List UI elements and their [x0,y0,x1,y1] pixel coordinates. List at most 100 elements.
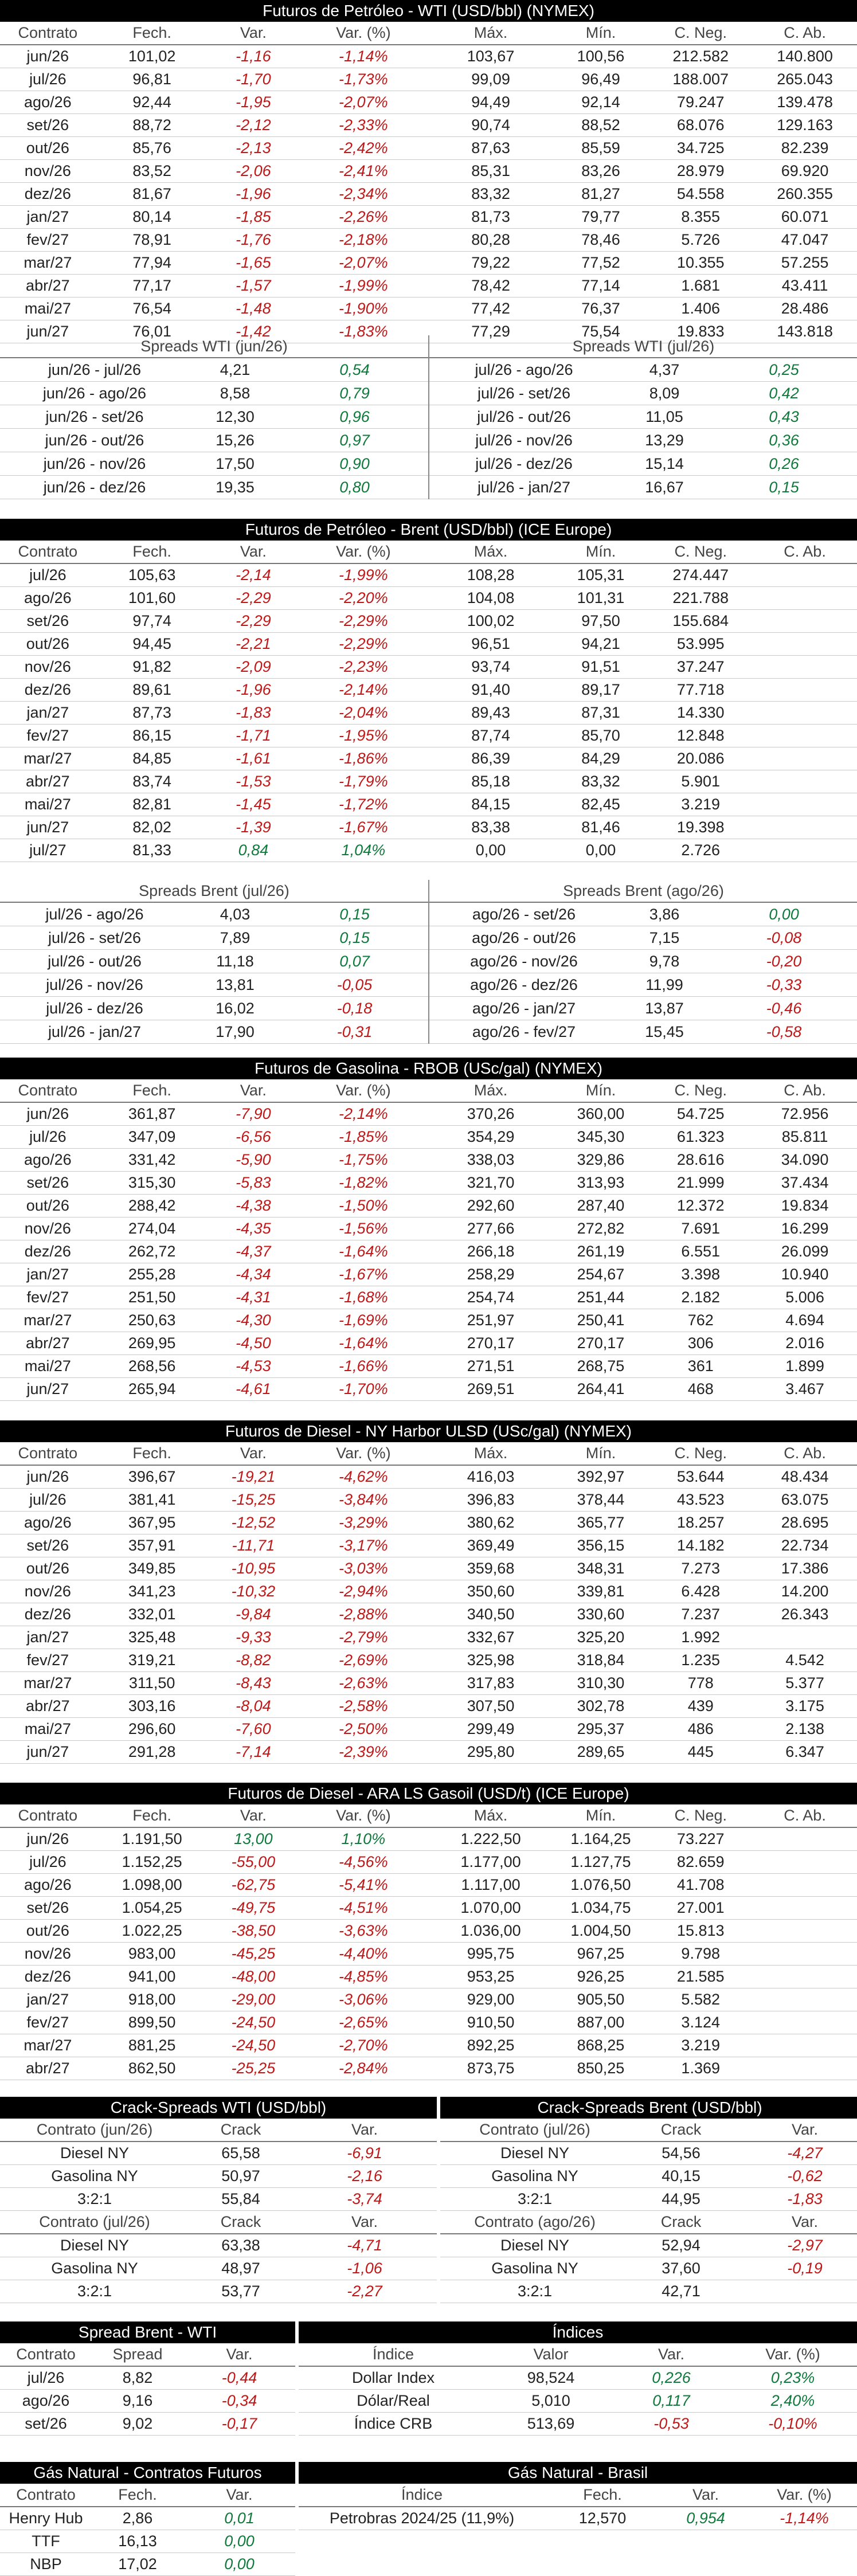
table-cell: 65,58 [221,2144,260,2162]
table-row: fev/27 899,50 -24,50 -2,65% 910,50 887,00 3.12… [0,2011,857,2034]
table-cell: jul/26 [29,1491,66,1508]
table-cell: jun/26 [26,1830,69,1847]
ulsd-futures-table: Contrato Fech. Var. Var. (%) Máx. Mín. C. Neg.… [0,1442,857,1764]
table-row: Gasolina NY 40,15 -0,62 [440,2165,857,2188]
table-cell: 26.343 [781,1606,829,1623]
table-cell: -15,25 [231,1491,276,1508]
column-header: C. Neg. [648,541,753,564]
table-cell: ago/26 [24,589,72,606]
table-cell: dez/26 [24,681,71,698]
rbob-futures-table: Contrato Fech. Var. Var. (%) Máx. Mín. C. Neg.… [0,1079,857,1401]
table-cell: 8,58 [220,384,251,402]
table-cell: mai/27 [24,1357,71,1375]
table-cell: 762 [687,1312,714,1329]
table-cell: 967,25 [577,1945,625,1962]
table-cell: 341,23 [128,1583,176,1600]
column-header: Var. [183,2343,295,2367]
table-cell: 79,22 [471,254,510,271]
table-cell: -1,90% [339,300,388,317]
table-cell: -1,72% [339,796,388,813]
column-header: Var. [614,2343,729,2367]
column-header: Máx. [428,1804,553,1828]
table-row: nov/26 274,04 -4,35 -1,56% 277,66 272,82 7.691… [0,1217,857,1240]
table-row: jan/27 87,73 -1,83 -2,04% 89,43 87,31 14.330 [0,702,857,725]
table-cell: 96,81 [132,71,171,88]
table-cell: 6.428 [681,1583,720,1600]
table-row: set/26 97,74 -2,29 -2,29% 100,02 97,50 155.684 [0,610,857,633]
spread-title: Spreads Brent (jul/26) [0,880,428,903]
table-row: ago/26 331,42 -5,90 -1,75% 338,03 329,86 28.61… [0,1149,857,1172]
column-header: Fech. [95,1804,209,1828]
table-cell: 13,87 [645,999,684,1017]
table-cell: 468 [687,1380,714,1397]
table-cell: 21.585 [676,1968,725,1985]
table-cell: -1,06 [347,2260,382,2277]
table-cell: 28.695 [781,1514,829,1531]
table-cell: fev/27 [26,1651,69,1669]
table-cell: -2,23% [339,658,388,675]
spread-brent-wti: Spread Brent - WTI Contrato Spread Var. jul/… [0,2321,295,2436]
table-cell: -2,12 [236,116,271,134]
column-header: Var. (%) [752,2484,857,2507]
table-cell: 0,226 [652,2369,691,2386]
column-header: Var. [791,2121,819,2138]
table-cell: 1.022,25 [122,1922,182,1939]
table-cell: 332,67 [467,1628,515,1646]
table-cell: jan/27 [26,1628,69,1646]
table-cell: nov/26 [24,1220,71,1237]
table-cell: 101,02 [128,48,176,65]
table-cell: -9,33 [236,1628,271,1646]
table-cell: 0,00 [475,841,506,859]
table-cell: out/26 [26,139,69,156]
rbob-futures: Futuros de Gasolina - RBOB (USc/gal) (NY… [0,1058,857,1401]
table-cell: -2,14% [339,1105,388,1122]
table-cell: 4.542 [785,1651,824,1669]
table-cell: nov/26 [24,1945,71,1962]
table-row: fev/27 78,91 -1,76 -2,18% 80,28 78,46 5.726 47.… [0,229,857,252]
table-cell: 339,81 [577,1583,625,1600]
table-cell: 887,00 [577,2014,625,2031]
column-header: Var. [208,22,299,45]
table-cell: -1,64% [339,1334,388,1352]
contract-label: Contrato (jun/26) [36,2121,153,2138]
table-cell: jan/27 [26,1266,69,1283]
table-cell: 2.182 [681,1289,720,1306]
table-cell: -24,50 [231,2037,276,2054]
table-cell: 0,90 [339,455,370,472]
table-cell: 94,49 [471,93,510,111]
table-cell: 270,17 [467,1334,515,1352]
table-cell: 325,98 [467,1651,515,1669]
table-cell: 6.551 [681,1243,720,1260]
table-cell: Gasolina NY [51,2260,138,2277]
table-cell: 91,40 [471,681,510,698]
list-item: jul/26 - ago/26 4,37 0,25 [429,358,857,382]
table-cell: mar/27 [24,1674,72,1692]
table-cell: -0,62 [787,2167,823,2184]
table-cell: -2,84% [339,2060,388,2077]
table-cell: jul/26 - dez/26 [46,999,143,1017]
table-cell: 315,30 [128,1174,176,1191]
table-cell: 87,63 [471,139,510,156]
table-cell [753,1874,857,1897]
list-item: jul/26 - jan/27 17,90 -0,31 [0,1020,428,1044]
table-cell: ago/26 - set/26 [472,905,576,923]
table-cell: 73.227 [676,1830,725,1847]
table-cell: 311,50 [128,1674,175,1692]
table-cell: jul/26 [27,2369,65,2386]
table-row: out/26 1.022,25 -38,50 -3,63% 1.036,00 1.004,… [0,1920,857,1943]
table-cell: 79.247 [676,93,725,111]
table-cell: 4.694 [785,1312,824,1329]
table-cell: jul/26 - nov/26 [46,976,143,993]
table-cell: dez/26 [24,1606,71,1623]
table-cell: 12,570 [578,2510,627,2527]
column-header: Var. [183,2484,295,2507]
table-cell: 15,26 [216,431,255,449]
table-cell: 22.734 [781,1537,829,1554]
table-cell: -1,67% [339,1266,388,1283]
table-cell: Henry Hub [9,2510,83,2527]
table-cell: 0,43 [769,408,799,425]
table-cell: 317,83 [467,1674,515,1692]
table-cell: 2.726 [681,841,720,859]
table-cell: 1.127,75 [570,1853,631,1870]
brent-spreads-left: Spreads Brent (jul/26) jul/26 - ago/26 4,0… [0,880,428,1044]
